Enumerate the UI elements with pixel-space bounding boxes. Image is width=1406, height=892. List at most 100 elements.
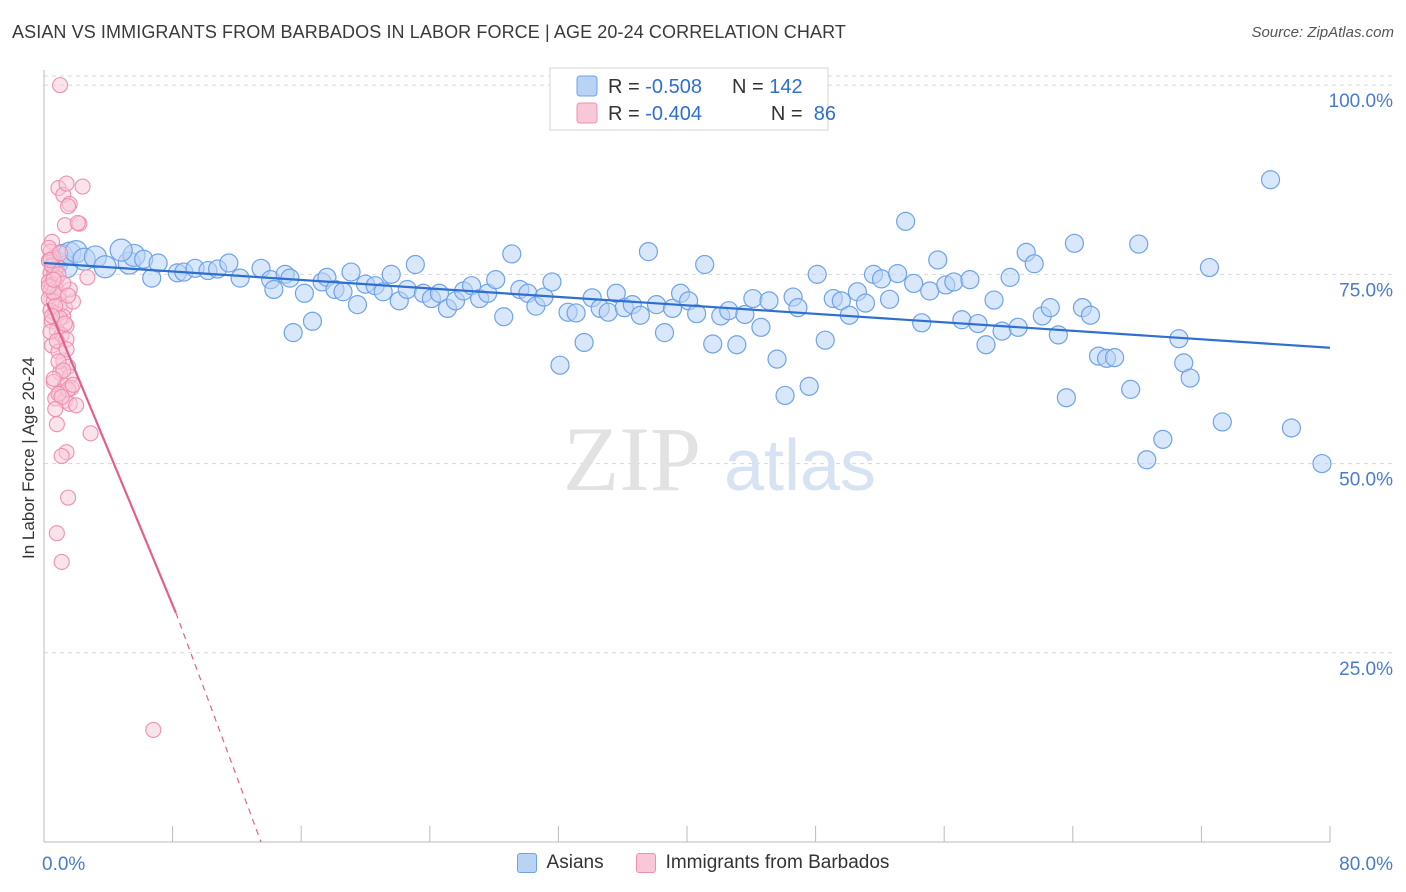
- asian-point-91: [807, 264, 827, 284]
- asian-point-33: [341, 262, 361, 282]
- barbados-point-53: [48, 525, 65, 542]
- barbados-point-5: [74, 178, 91, 195]
- asian-point-72: [654, 323, 675, 343]
- watermark: ZIP atlas: [563, 408, 876, 510]
- asian-point-10: [109, 238, 133, 262]
- asian-point-90: [799, 376, 819, 396]
- asian-point-109: [952, 310, 972, 330]
- barbados-point-47: [68, 397, 85, 414]
- asian-point-100: [879, 289, 900, 309]
- legend-swatch-asians: [516, 853, 537, 873]
- asian-point-129: [1121, 379, 1141, 399]
- asian-point-78: [703, 334, 723, 354]
- barbados-point-49: [82, 425, 99, 442]
- asian-point-104: [912, 313, 932, 333]
- asian-point-23: [264, 279, 284, 300]
- asian-point-138: [1260, 170, 1281, 190]
- asian-point-115: [1000, 267, 1020, 287]
- asian-point-53: [502, 244, 522, 264]
- asian-point-81: [727, 335, 747, 355]
- barbados-point-58: [60, 198, 77, 215]
- asian-point-87: [775, 385, 795, 406]
- asian-point-13: [148, 253, 168, 273]
- chart-title: ASIAN VS IMMIGRANTS FROM BARBADOS IN LAB…: [12, 22, 846, 42]
- tick-labels: 25.0% 50.0% 75.0% 100.0% 0.0% 80.0%: [42, 91, 1393, 875]
- source-credit: Source: ZipAtlas.com: [1251, 24, 1394, 41]
- barbados-point-74: [45, 370, 62, 387]
- legend-label-asians: Asians: [546, 852, 604, 873]
- watermark-atlas: atlas: [724, 426, 876, 506]
- stats-r-label-barbados: R =: [608, 103, 645, 125]
- asian-point-92: [815, 330, 835, 350]
- barbados-point-65: [60, 287, 77, 304]
- asians-trend-line: [43, 261, 1331, 349]
- svg-text:N = 86: N = 86: [732, 103, 864, 125]
- barbados-point-85: [145, 721, 162, 739]
- asian-point-20: [230, 268, 250, 288]
- asian-point-131: [1137, 450, 1157, 470]
- barbados-point-82: [45, 271, 62, 288]
- asian-point-101: [887, 263, 908, 284]
- svg-text:N = 142: N = 142: [732, 76, 803, 98]
- trend-lines: [43, 261, 1331, 843]
- x-tick-label-1: 80.0%: [1339, 854, 1393, 875]
- asian-point-86: [767, 349, 787, 369]
- barbados-trend-line: [46, 302, 177, 614]
- asian-point-108: [944, 272, 964, 292]
- asian-point-136: [1199, 257, 1220, 278]
- axes: [43, 70, 1331, 843]
- barbados-point-52: [60, 489, 77, 506]
- barbados-point-68: [56, 315, 73, 332]
- asian-point-123: [1064, 233, 1085, 253]
- stats-r-label-asians: R =: [608, 76, 645, 98]
- watermark-zip: ZIP: [563, 408, 701, 510]
- asian-point-130: [1129, 234, 1149, 254]
- asian-point-65: [598, 302, 618, 322]
- asian-point-32: [333, 282, 353, 302]
- legend-item-asians: Asians: [516, 852, 604, 874]
- asian-point-120: [1040, 298, 1060, 318]
- asian-point-80: [719, 301, 739, 321]
- asian-point-106: [928, 250, 948, 270]
- barbados-point-3: [58, 175, 75, 192]
- barbados-point-55: [79, 269, 96, 286]
- asian-point-51: [486, 270, 506, 290]
- svg-text:R = -0.404: R = -0.404: [608, 103, 702, 125]
- stats-n-label-asians: N =: [732, 76, 769, 98]
- y-axis-label: In Labor Force | Age 20-24: [19, 357, 38, 559]
- asian-point-62: [574, 332, 594, 353]
- legend-item-barbados: Immigrants from Barbados: [635, 852, 890, 874]
- asian-point-58: [542, 272, 562, 292]
- barbados-point-84: [52, 245, 69, 262]
- barbados-point-0: [52, 77, 69, 94]
- asian-point-40: [397, 279, 417, 300]
- asian-point-76: [687, 304, 707, 324]
- asian-point-102: [896, 211, 916, 231]
- asian-point-66: [606, 283, 626, 303]
- asian-point-70: [638, 242, 659, 262]
- asian-point-85: [759, 291, 779, 311]
- y-tick-label-3: 100.0%: [1329, 91, 1394, 112]
- asian-point-128: [1104, 348, 1125, 368]
- legend-label-barbados: Immigrants from Barbados: [665, 852, 890, 873]
- asian-point-103: [904, 273, 924, 294]
- asian-point-26: [283, 323, 303, 343]
- asian-point-97: [855, 293, 876, 313]
- legend-swatch-barbados: [635, 853, 656, 873]
- asian-point-105: [920, 281, 940, 301]
- asian-point-110: [960, 270, 980, 290]
- stats-swatch-asians: [576, 75, 598, 97]
- asian-point-140: [1312, 453, 1332, 474]
- asian-point-77: [695, 254, 715, 275]
- asian-point-41: [405, 254, 425, 275]
- stats-n-label-barbados: N =: [771, 103, 808, 125]
- y-tick-label-0: 25.0%: [1339, 659, 1393, 680]
- asian-point-38: [381, 264, 401, 284]
- stats-r-value-barbados: -0.404: [645, 103, 702, 125]
- y-tick-label-1: 50.0%: [1339, 470, 1393, 491]
- asian-point-69: [630, 305, 650, 325]
- asian-point-99: [871, 269, 892, 289]
- barbados-point-51: [53, 447, 70, 465]
- series-legend: Asians Immigrants from Barbados: [0, 852, 1406, 874]
